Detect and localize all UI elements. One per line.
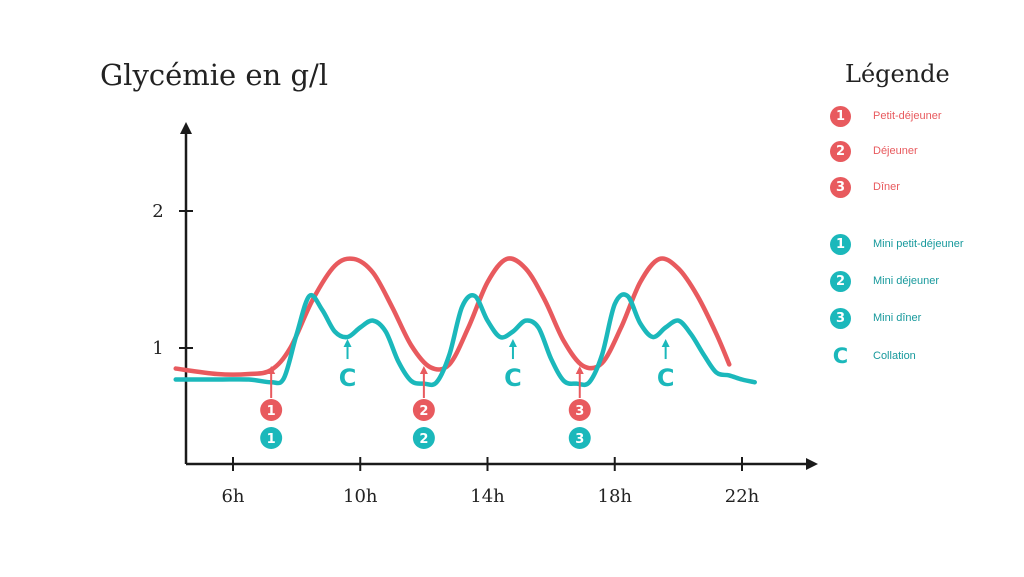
legend-label: Petit-déjeuner [873, 110, 942, 122]
meal-badge-number: 3 [575, 404, 584, 419]
meal-badge [412, 399, 435, 421]
meal-badge-number: 2 [419, 404, 428, 419]
x-tick-label: 14h [470, 486, 505, 507]
legend-item: 3 Mini dîner [830, 307, 921, 329]
collation-label: C [657, 364, 675, 392]
collation-arrowhead [508, 339, 517, 348]
meal-arrowhead [419, 366, 428, 374]
legend-item: 1 Mini petit-déjeuner [830, 233, 964, 255]
legend-label: Mini déjeuner [873, 275, 940, 287]
legend-badge: 1 [830, 105, 851, 127]
meal-arrowhead [267, 366, 276, 374]
mini-meal-badge-number: 2 [419, 432, 428, 447]
y-axis-arrowhead [180, 122, 192, 134]
legend-badge: 2 [830, 270, 851, 292]
meal-badge [568, 399, 591, 421]
mini-meal-badge-number: 1 [267, 432, 276, 447]
meal-badge-number: 1 [267, 404, 276, 419]
series-line-teal [173, 292, 757, 388]
meal-arrowhead [575, 366, 584, 374]
meal-badge [260, 399, 283, 421]
collation-arrowhead [661, 339, 670, 348]
collation-label: C [339, 364, 357, 392]
legend-badge: 1 [830, 233, 851, 255]
legend-label: Mini petit-déjeuner [873, 238, 964, 250]
mini-meal-badge-number: 3 [575, 432, 584, 447]
legend-title: Légende [845, 60, 950, 88]
legend-item: 3 Dîner [830, 176, 900, 198]
collation-arrowhead [343, 339, 352, 348]
legend-label: Dîner [873, 181, 900, 193]
collation-label: C [504, 364, 522, 392]
mini-meal-badge [260, 427, 283, 449]
legend-label: Collation [873, 350, 916, 362]
legend: 1 Petit-déjeuner 2 Déjeuner 3 Dîner 1 Mini peti… [830, 0, 1020, 577]
x-tick-label: 10h [343, 486, 378, 507]
y-tick-label: 2 [152, 201, 163, 222]
chart-title: Glycémie en g/l [100, 58, 329, 92]
mini-meal-badge [412, 427, 435, 449]
x-tick-label: 22h [725, 486, 760, 507]
x-tick-label: 18h [598, 486, 633, 507]
legend-item: C Collation [830, 344, 916, 368]
x-axis-arrowhead [806, 458, 818, 470]
x-tick-label: 6h [221, 486, 244, 507]
legend-item: 1 Petit-déjeuner [830, 105, 942, 127]
legend-badge: 3 [830, 307, 851, 329]
legend-item: 2 Déjeuner [830, 140, 918, 162]
legend-badge: 2 [830, 140, 851, 162]
collation-symbol: C [832, 344, 849, 368]
legend-label: Mini dîner [873, 312, 922, 324]
series-line-red [173, 256, 732, 377]
legend-badge: 3 [830, 176, 851, 198]
legend-item: 2 Mini déjeuner [830, 270, 939, 292]
mini-meal-badge [568, 427, 591, 449]
legend-label: Déjeuner [873, 145, 918, 157]
y-tick-label: 1 [152, 338, 163, 359]
